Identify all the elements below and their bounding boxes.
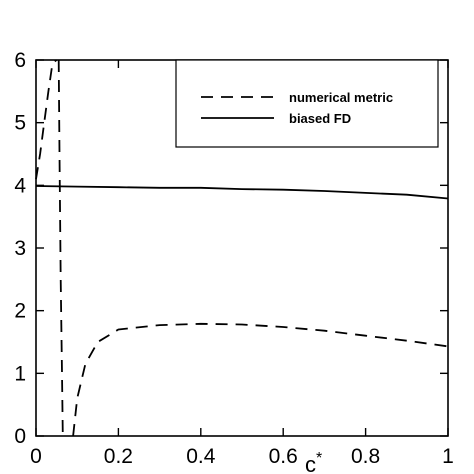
x-tick-label: 0.8 — [351, 445, 380, 468]
x-tick-label: 0.2 — [104, 445, 133, 468]
x-tick-label: 0 — [30, 445, 42, 468]
series-line-numerical-metric-0 — [35, 59, 58, 180]
legend-box — [175, 59, 439, 148]
y-tick-label: 2 — [14, 300, 26, 323]
y-tick-label: 1 — [14, 362, 26, 385]
x-axis: 0 0.2 0.4 0.6 0.8 1 — [30, 60, 454, 468]
y-tick-label: 4 — [14, 174, 26, 197]
x-axis-label: c* — [305, 450, 322, 474]
series-line-biased-fd-0 — [35, 185, 449, 200]
y-tick-label: 3 — [14, 237, 26, 260]
x-tick-label: 0.4 — [186, 445, 216, 468]
series-line-numerical-metric-2 — [72, 322, 449, 437]
legend: numerical metric biased FD — [175, 59, 439, 148]
y-tick-label: 6 — [14, 49, 26, 72]
series-layer — [35, 59, 449, 437]
x-axis-label-superscript: * — [316, 450, 322, 467]
x-tick-label: 1 — [442, 445, 454, 468]
legend-label-numerical-metric: numerical metric — [289, 90, 393, 105]
x-tick-label: 0.6 — [269, 445, 298, 468]
legend-label-biased-fd: biased FD — [289, 111, 351, 126]
series-line-numerical-metric-1 — [57, 59, 64, 437]
y-tick-label: 5 — [14, 112, 26, 135]
x-axis-label-base: c — [305, 452, 316, 474]
y-tick-label: 0 — [14, 425, 26, 448]
